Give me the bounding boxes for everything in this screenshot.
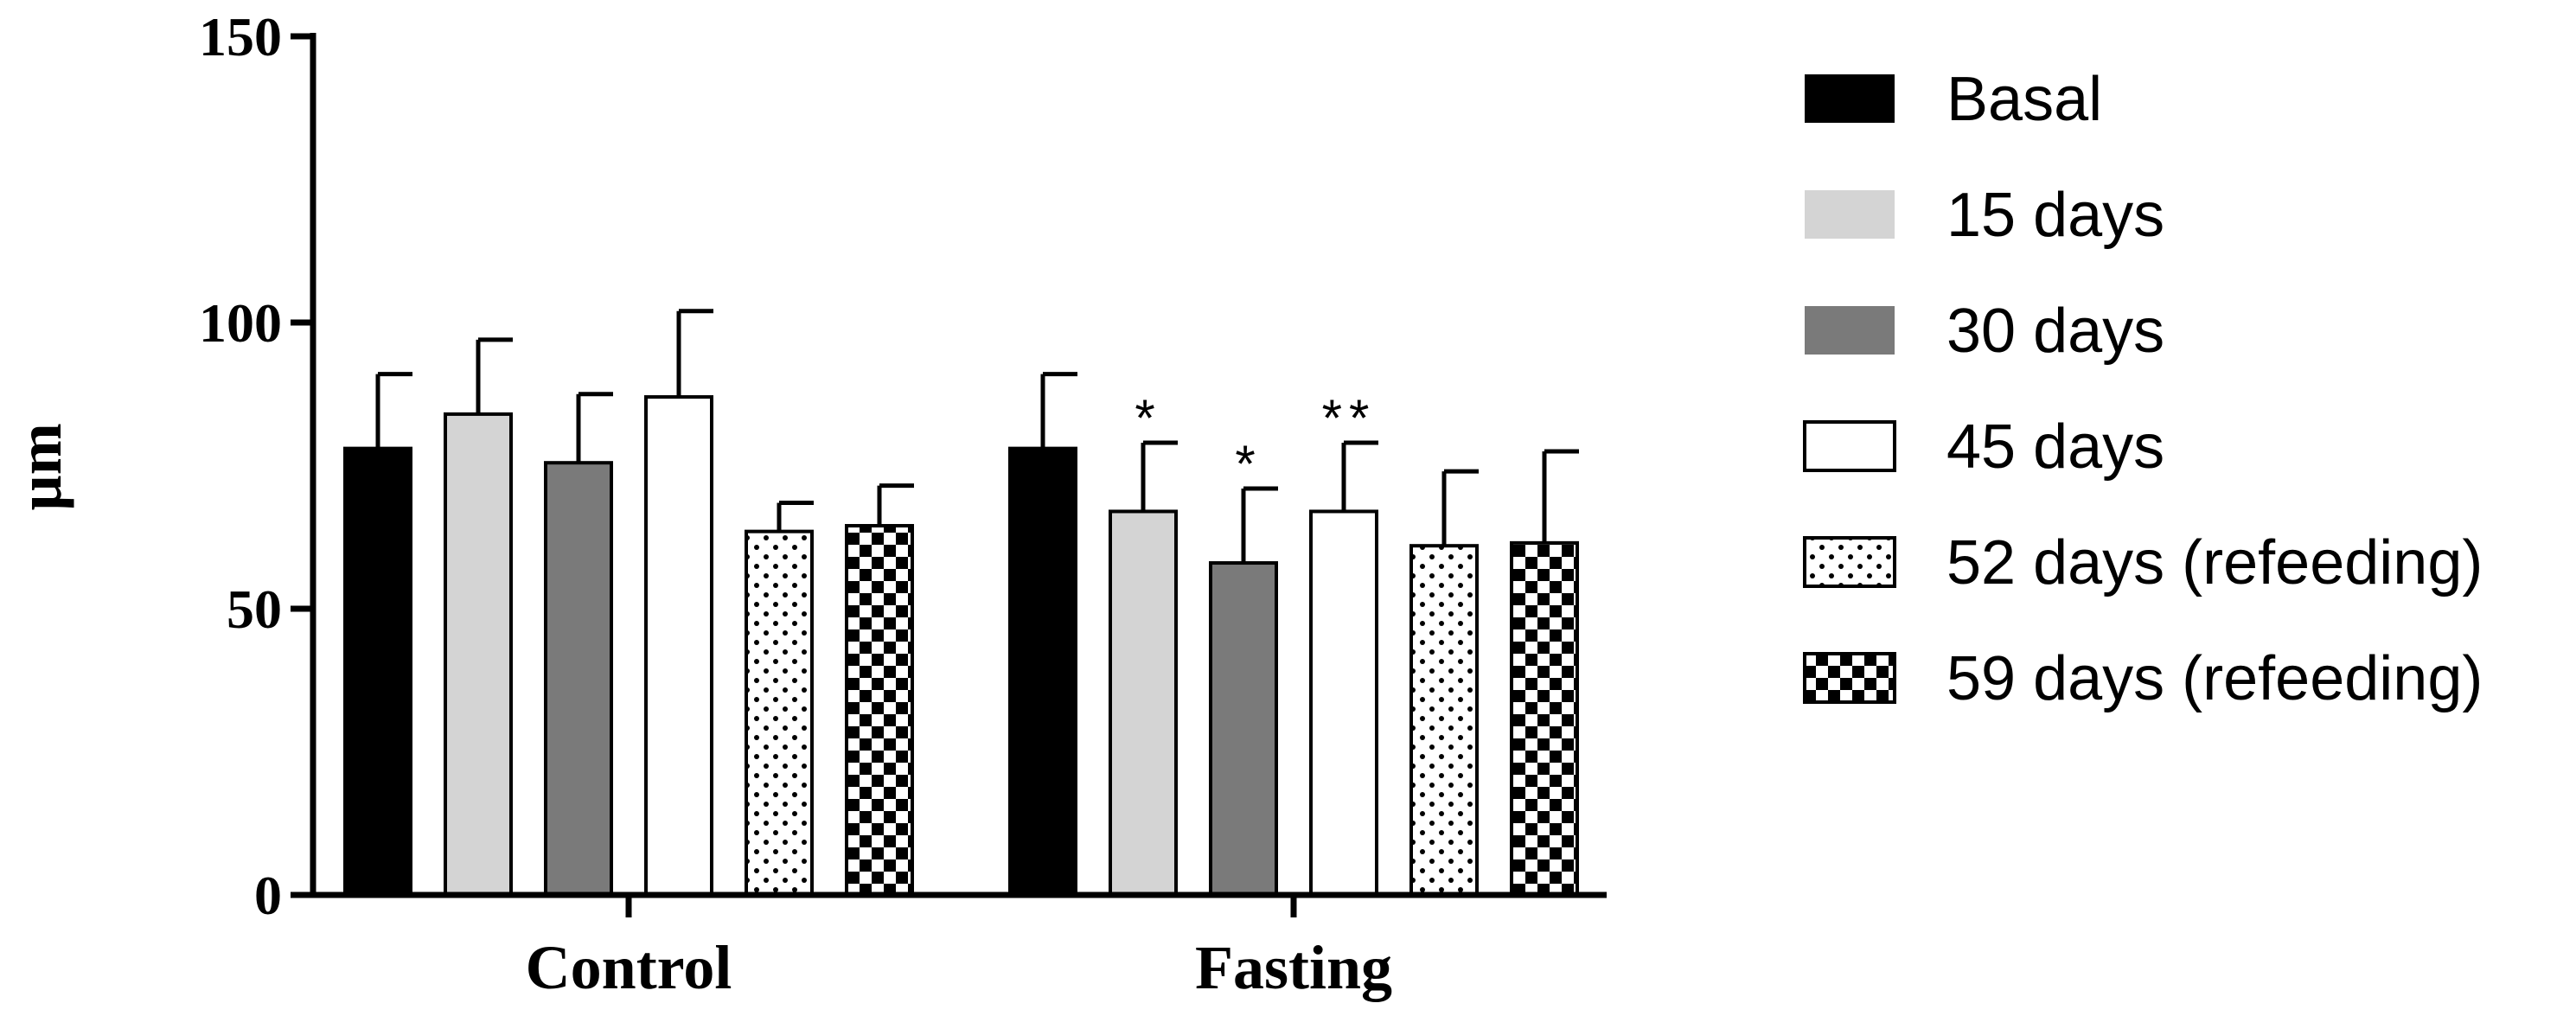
bar-fasting-5 bbox=[1510, 540, 1579, 897]
significance-marker: * bbox=[1235, 435, 1262, 493]
significance-marker: ** bbox=[1322, 389, 1377, 447]
bar-control-4 bbox=[745, 529, 814, 897]
bar-control-3 bbox=[644, 395, 713, 897]
legend: Basal 15 days 30 days 45 days 52 days (refee… bbox=[1803, 65, 2483, 713]
bar-fasting-3 bbox=[1309, 509, 1378, 898]
bar-control-5 bbox=[845, 524, 914, 897]
bar-fasting-1 bbox=[1109, 509, 1178, 898]
legend-swatch-0 bbox=[1805, 74, 1895, 123]
bar-control-1 bbox=[444, 412, 513, 898]
y-axis-label: µm bbox=[5, 423, 74, 510]
bar-fasting-4 bbox=[1409, 544, 1479, 897]
legend-swatch-2 bbox=[1805, 306, 1895, 355]
y-tick-label: 100 bbox=[199, 292, 282, 354]
legend-label-2: 30 days bbox=[1946, 297, 2164, 366]
category-label-control: Control bbox=[526, 933, 732, 1002]
legend-swatch-3 bbox=[1803, 420, 1896, 472]
y-tick-label: 50 bbox=[227, 578, 282, 640]
y-axis-ticks: 0 50 100 150 bbox=[199, 6, 313, 926]
legend-label-3: 45 days bbox=[1946, 412, 2164, 482]
significance-group: **** bbox=[1135, 389, 1377, 493]
legend-label-1: 15 days bbox=[1946, 181, 2164, 250]
legend-swatch-1 bbox=[1805, 190, 1895, 239]
bar-fasting-0 bbox=[1008, 446, 1077, 897]
legend-label-0: Basal bbox=[1946, 65, 2102, 134]
significance-marker: * bbox=[1135, 389, 1161, 447]
legend-label-5: 59 days (refeeding) bbox=[1946, 644, 2483, 713]
y-tick-label: 150 bbox=[199, 6, 282, 67]
legend-swatch-4 bbox=[1803, 536, 1896, 588]
legend-label-4: 52 days (refeeding) bbox=[1946, 528, 2483, 597]
bars-group bbox=[343, 395, 1579, 898]
error-bars-group bbox=[375, 309, 1579, 564]
legend-swatch-5 bbox=[1803, 652, 1896, 704]
x-axis-ticks: Control Fasting bbox=[526, 895, 1392, 1002]
category-label-fasting: Fasting bbox=[1195, 933, 1392, 1002]
y-tick-label: 0 bbox=[254, 865, 282, 926]
bar-control-0 bbox=[343, 446, 412, 897]
bar-fasting-2 bbox=[1209, 561, 1278, 897]
bar-control-2 bbox=[544, 461, 613, 897]
